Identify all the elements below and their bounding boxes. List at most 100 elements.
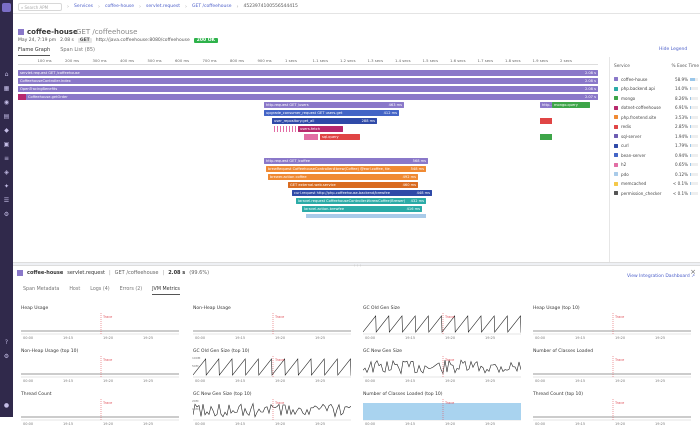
- dashboard-icon[interactable]: ▦: [3, 86, 10, 92]
- metric-plot[interactable]: Trace: [363, 313, 521, 335]
- tab-logs[interactable]: Logs (4): [90, 285, 109, 295]
- metric-plot[interactable]: Trace: [363, 356, 521, 378]
- hide-legend-link[interactable]: Hide Legend: [659, 47, 687, 52]
- settings-icon[interactable]: ⚙: [3, 354, 10, 360]
- breadcrumb-service[interactable]: coffee-house: [105, 4, 134, 9]
- metric-plot[interactable]: Trace: [193, 399, 351, 421]
- breadcrumb-operation[interactable]: servlet.request: [146, 4, 180, 9]
- breadcrumb-resource[interactable]: GET /coffeehouse: [192, 4, 231, 9]
- tab-jvm-metrics[interactable]: JVM Metrics: [152, 285, 180, 295]
- metric-plot[interactable]: Trace: [193, 356, 351, 378]
- legend-row[interactable]: memcached< 0.1%: [614, 181, 698, 187]
- flame-span-small[interactable]: [274, 126, 275, 132]
- metric-plot[interactable]: Trace: [193, 313, 351, 335]
- logs-icon[interactable]: ≡: [3, 156, 10, 162]
- flame-span-small[interactable]: [292, 126, 293, 132]
- trace-url[interactable]: http://java.coffeehouse:8080/coffeehouse: [96, 38, 190, 43]
- infra-icon[interactable]: ▤: [3, 114, 10, 120]
- flame-span[interactable]: laravel.request CoffeehouseController#br…: [296, 198, 426, 204]
- home-icon[interactable]: ⌂: [3, 72, 10, 78]
- flame-span[interactable]: [306, 214, 426, 218]
- metric-plot[interactable]: Trace: [533, 399, 691, 421]
- metric-plot[interactable]: Trace: [21, 313, 179, 335]
- metric-plot[interactable]: Trace: [533, 313, 691, 335]
- tab-host[interactable]: Host: [69, 285, 80, 295]
- tab-errors[interactable]: Errors (2): [120, 285, 143, 295]
- breadcrumb-services[interactable]: Services: [74, 4, 93, 9]
- flame-span-small[interactable]: [280, 126, 281, 132]
- flame-span[interactable]: users.fetch: [298, 126, 343, 132]
- flame-span-small[interactable]: [283, 126, 284, 132]
- metric-plot[interactable]: Trace: [21, 356, 179, 378]
- security-icon[interactable]: ◈: [3, 170, 10, 176]
- metric-tick: 19:25: [485, 422, 495, 426]
- flame-span[interactable]: [540, 118, 552, 124]
- flame-span-small[interactable]: [289, 126, 290, 132]
- flame-span[interactable]: brewRequest CoffeehouseController#brew(C…: [266, 166, 426, 172]
- flame-span[interactable]: curl.request http://php-coffeehouse-back…: [292, 190, 432, 196]
- metric-plot[interactable]: Trace: [21, 399, 179, 421]
- tab-flame-graph[interactable]: Flame Graph: [18, 47, 50, 56]
- legend-row[interactable]: permission_checker< 0.1%: [614, 190, 698, 196]
- synthetics-icon[interactable]: ✦: [3, 184, 10, 190]
- flame-span[interactable]: mongo.query: [552, 102, 590, 108]
- flame-span-small[interactable]: [295, 126, 296, 132]
- tab-span-list[interactable]: Span List (85): [60, 47, 95, 56]
- view-integration-dashboard-link[interactable]: View Integration Dashboard ↗: [627, 274, 695, 279]
- metric-plot[interactable]: Trace: [533, 356, 691, 378]
- metric-plot[interactable]: Trace: [363, 399, 521, 421]
- flame-span-small[interactable]: [277, 126, 278, 132]
- flame-span[interactable]: sql.query: [320, 134, 360, 140]
- flame-span[interactable]: http..: [540, 102, 552, 108]
- avatar[interactable]: ●: [3, 403, 10, 409]
- integrations-icon[interactable]: ⚙: [3, 212, 10, 218]
- metric-line: [193, 359, 351, 375]
- flame-span[interactable]: [304, 134, 318, 140]
- tab-span-metadata[interactable]: Span Metadata: [23, 285, 59, 295]
- flame-span[interactable]: [540, 134, 552, 140]
- datadog-logo-icon[interactable]: [2, 3, 11, 12]
- apm-icon[interactable]: ◆: [3, 128, 10, 134]
- monitor-icon[interactable]: ◉: [3, 100, 10, 106]
- notebook-icon[interactable]: ▣: [3, 142, 10, 148]
- flame-span-small[interactable]: [286, 126, 287, 132]
- help-icon[interactable]: ?: [3, 340, 10, 346]
- search-input[interactable]: ⌕ Search APM: [18, 3, 62, 11]
- rum-icon[interactable]: ☰: [3, 198, 10, 204]
